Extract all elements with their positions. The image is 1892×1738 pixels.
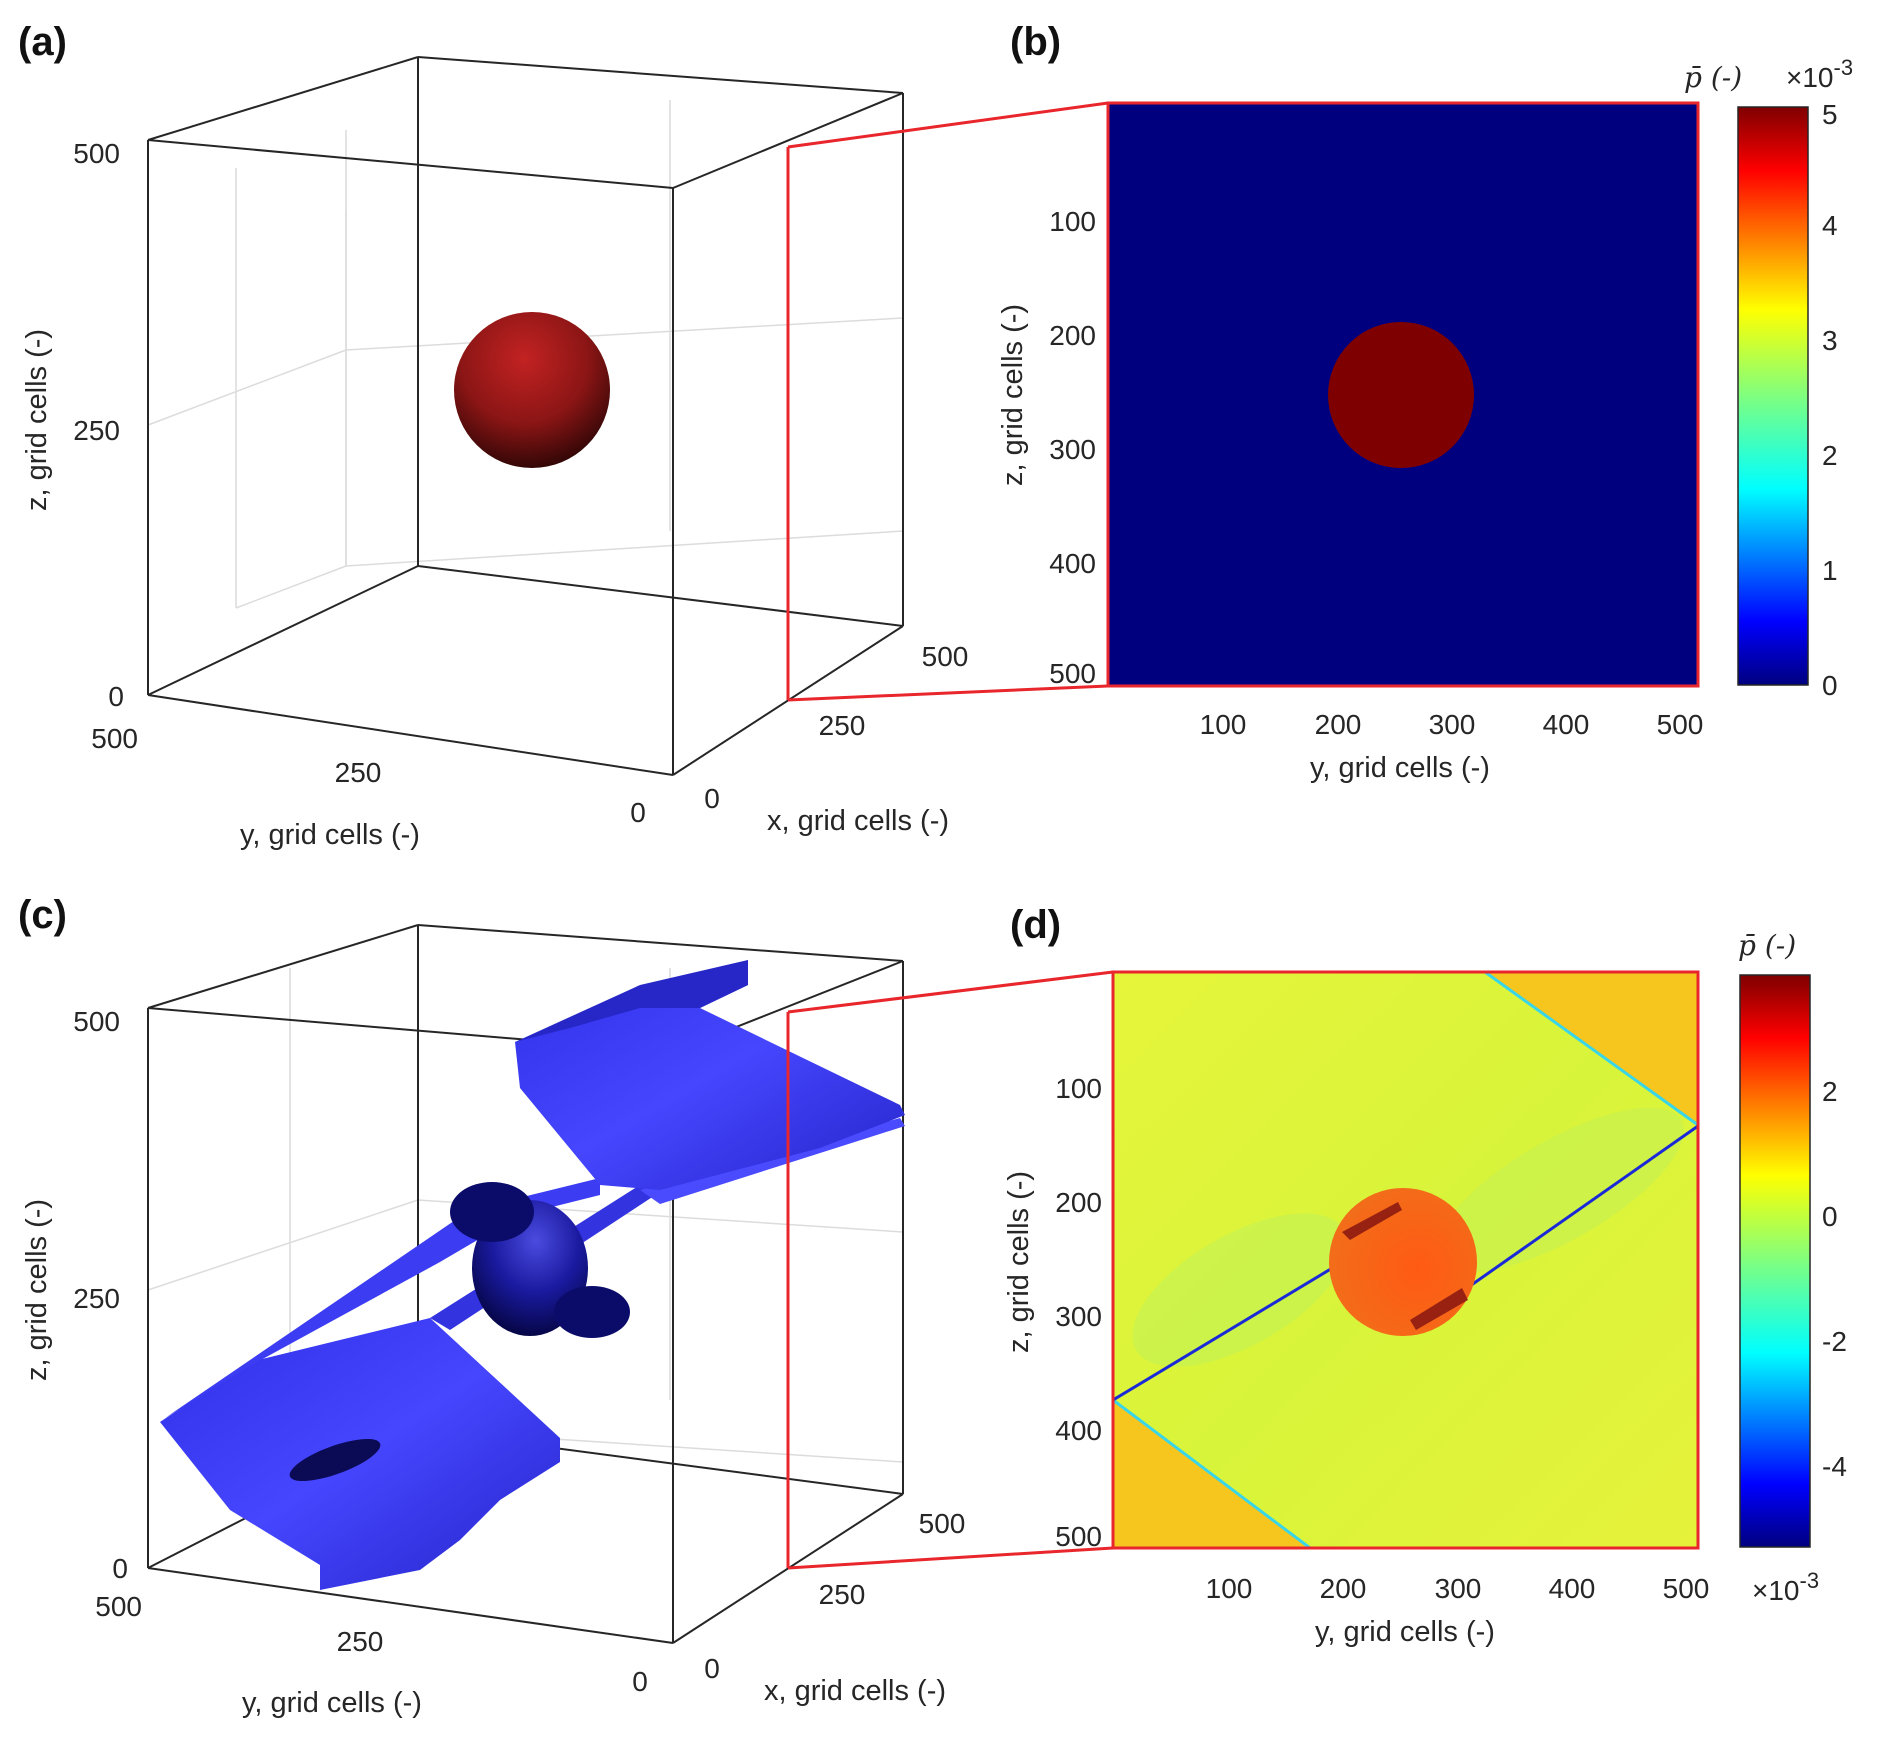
- panel-d-ytick-500: 500: [1055, 1521, 1102, 1552]
- panel-a-xtick-0: 0: [704, 783, 720, 814]
- panel-b-xlabel: y, grid cells (-): [1310, 752, 1490, 784]
- panel-d-frame: [1111, 970, 1700, 1550]
- panel-d-exp-base: ×10: [1752, 1575, 1800, 1606]
- panel-d-ytick-100: 100: [1055, 1073, 1102, 1104]
- panel-d-ylabel: z, grid cells (-): [1003, 1171, 1035, 1353]
- panel-d-ytick-200: 200: [1055, 1187, 1102, 1218]
- panel-c-label: (c): [18, 893, 67, 937]
- panel-b-ytick-500: 500: [1049, 658, 1096, 689]
- panel-b-cbtick-1: 1: [1822, 555, 1838, 586]
- panel-b-xtick-200: 200: [1315, 709, 1362, 740]
- panel-a-sphere: [454, 312, 610, 468]
- panel-b-xtick-400: 400: [1543, 709, 1590, 740]
- panel-d-disk: [1329, 1188, 1477, 1336]
- panel-a-ztick-250: 250: [73, 415, 120, 446]
- panel-b-ytick-100: 100: [1049, 206, 1096, 237]
- panel-c-zlabel: z, grid cells (-): [21, 1199, 53, 1381]
- panel-c-xtick-0: 0: [704, 1653, 720, 1684]
- panel-d-xtick-200: 200: [1320, 1573, 1367, 1604]
- panel-c-zoom-connector: [786, 970, 1114, 1570]
- panel-b-label: (b): [1010, 20, 1061, 64]
- panel-a-zlabel: z, grid cells (-): [21, 329, 53, 511]
- panel-c-ylabel: y, grid cells (-): [242, 1687, 422, 1719]
- panel-a-xtick-500: 500: [922, 641, 969, 672]
- panel-d-cbtick-minus4: -4: [1822, 1451, 1847, 1482]
- panel-a-ytick-0: 0: [630, 797, 646, 828]
- panel-b-exp-base: ×10: [1786, 62, 1834, 93]
- panel-c-ytick-250: 250: [337, 1626, 384, 1657]
- panel-c-ztick-500: 500: [73, 1006, 120, 1037]
- panel-d-colorbar-ticks: 2 0 -2 -4: [1822, 1076, 1847, 1482]
- panel-b-ytick-400: 400: [1049, 548, 1096, 579]
- panel-b-cbtick-0: 0: [1822, 670, 1838, 701]
- panel-b-disk: [1328, 322, 1474, 468]
- panel-b-colorbar-exponent: ×10-3: [1786, 55, 1853, 93]
- panel-d-xtick-500: 500: [1663, 1573, 1710, 1604]
- panel-b-ytick-300: 300: [1049, 434, 1096, 465]
- panel-a-ztick-500: 500: [73, 138, 120, 169]
- panel-b-colorbar: [1737, 106, 1809, 686]
- panel-d-colorbar-exponent: ×10-3: [1752, 1568, 1819, 1606]
- panel-b-cbtick-3: 3: [1822, 325, 1838, 356]
- panel-c-xtick-250: 250: [819, 1579, 866, 1610]
- panel-c-xtick-500: 500: [919, 1508, 966, 1539]
- panel-c: (c): [18, 893, 1114, 1719]
- panel-c-lobe-lower-right: [554, 1286, 630, 1338]
- panel-b-xtick-300: 300: [1429, 709, 1476, 740]
- panel-a-ztick-0: 0: [108, 681, 124, 712]
- panel-a: (a) 500: [18, 20, 1109, 851]
- panel-d-xtick-100: 100: [1206, 1573, 1253, 1604]
- panel-b-frame: [1106, 101, 1700, 688]
- panel-b-ytick-200: 200: [1049, 320, 1096, 351]
- panel-b-ylabel: z, grid cells (-): [997, 304, 1029, 486]
- panel-a-xlabel: x, grid cells (-): [767, 805, 949, 837]
- panel-d-label: (d): [1010, 903, 1061, 947]
- panel-a-label: (a): [18, 20, 67, 64]
- panel-a-zoom-connector: [786, 101, 1109, 702]
- panel-b-cbtick-4: 4: [1822, 210, 1838, 241]
- panel-d-colorbar-label: p̄ (-): [1738, 929, 1796, 962]
- panel-d: (d) 100 200 300 400 500 z, grid cells (-…: [1003, 903, 1847, 1648]
- panel-a-ytick-500: 500: [91, 723, 138, 754]
- panel-d-xlabel: y, grid cells (-): [1315, 1616, 1495, 1648]
- panel-d-xtick-400: 400: [1549, 1573, 1596, 1604]
- panel-b-colorbar-ticks: 0 1 2 3 4 5: [1822, 99, 1838, 701]
- panel-c-ztick-250: 250: [73, 1283, 120, 1314]
- panel-b: (b) 100 200 300 400 500 z, grid cells (-…: [997, 20, 1853, 784]
- panel-d-cbtick-2: 2: [1822, 1076, 1838, 1107]
- panel-d-cbtick-0: 0: [1822, 1201, 1838, 1232]
- panel-c-xlabel: x, grid cells (-): [764, 1675, 946, 1707]
- panel-a-gridlines: [147, 100, 904, 609]
- panel-c-lobe-upper-left: [450, 1182, 534, 1242]
- panel-b-xtick-500: 500: [1657, 709, 1704, 740]
- panel-b-colorbar-label: p̄ (-): [1684, 61, 1742, 94]
- panel-b-cbtick-2: 2: [1822, 440, 1838, 471]
- panel-b-xtick-100: 100: [1200, 709, 1247, 740]
- panel-a-ylabel: y, grid cells (-): [240, 819, 420, 851]
- panel-c-ytick-0: 0: [632, 1666, 648, 1697]
- panel-d-cbtick-minus2: -2: [1822, 1326, 1847, 1357]
- panel-d-heatmap: [1113, 972, 1698, 1548]
- panel-c-ztick-0: 0: [112, 1553, 128, 1584]
- panel-d-exp-power: -3: [1800, 1568, 1820, 1593]
- panel-a-box: [147, 56, 904, 776]
- panel-d-ytick-400: 400: [1055, 1415, 1102, 1446]
- panel-c-lobe-bottom: [289, 1438, 381, 1482]
- panel-d-colorbar: [1739, 974, 1811, 1548]
- panel-d-ytick-300: 300: [1055, 1301, 1102, 1332]
- panel-b-cbtick-5: 5: [1822, 99, 1838, 130]
- panel-a-ytick-250: 250: [335, 757, 382, 788]
- panel-b-exp-power: -3: [1834, 55, 1854, 80]
- panel-c-ytick-500: 500: [95, 1591, 142, 1622]
- panel-d-xtick-300: 300: [1435, 1573, 1482, 1604]
- panel-a-xtick-250: 250: [819, 710, 866, 741]
